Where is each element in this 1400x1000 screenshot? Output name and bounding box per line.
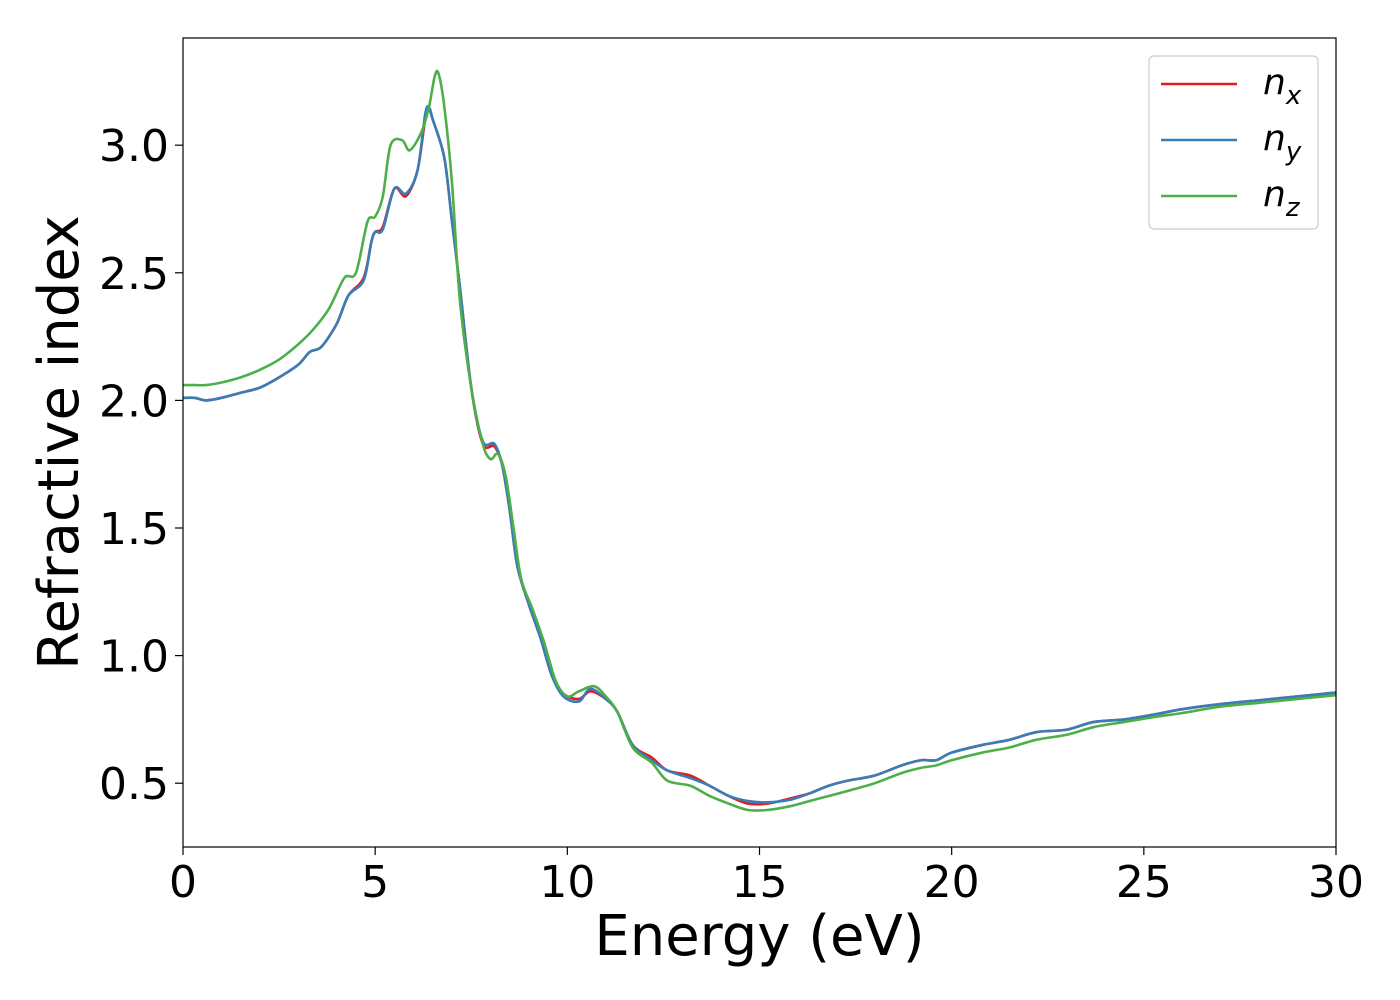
legend-label-base: n <box>1263 174 1286 215</box>
legend-label-base: n <box>1263 118 1286 159</box>
y-tick-label: 1.5 <box>99 504 169 555</box>
x-tick-label: 5 <box>361 857 389 908</box>
x-axis-label: Energy (eV) <box>594 904 924 969</box>
y-axis-label: Refractive index <box>27 215 92 670</box>
series-line-n-y <box>183 104 1336 804</box>
x-tick-label: 15 <box>732 857 788 908</box>
x-tick-label: 20 <box>924 857 980 908</box>
y-tick-label: 0.5 <box>99 759 169 810</box>
y-tick-label: 2.5 <box>99 249 169 300</box>
legend-label-n-z: nz <box>1263 174 1301 223</box>
x-tick-label: 0 <box>169 857 197 908</box>
legend-label-n-y: ny <box>1263 118 1302 167</box>
x-tick-label: 25 <box>1116 857 1172 908</box>
legend-label-subscript: z <box>1285 193 1301 223</box>
x-tick-label: 30 <box>1308 857 1364 908</box>
legend-label-subscript: y <box>1285 137 1302 167</box>
legend-label-base: n <box>1263 62 1286 103</box>
x-tick-label: 10 <box>539 857 595 908</box>
legend-label-subscript: x <box>1285 81 1302 111</box>
y-tick-label: 2.0 <box>99 376 169 427</box>
y-tick-label: 3.0 <box>99 121 169 172</box>
legend-box <box>1148 55 1319 230</box>
legend-label-n-x: nx <box>1263 62 1302 111</box>
x-axis-ticks: 0 5 10 15 20 25 30 <box>169 847 1364 908</box>
series-line-n-z <box>183 69 1336 812</box>
y-axis-ticks: 0.5 1.0 1.5 2.0 2.5 3.0 <box>99 121 183 810</box>
y-tick-label: 1.0 <box>99 632 169 683</box>
series-layer <box>183 69 1336 812</box>
